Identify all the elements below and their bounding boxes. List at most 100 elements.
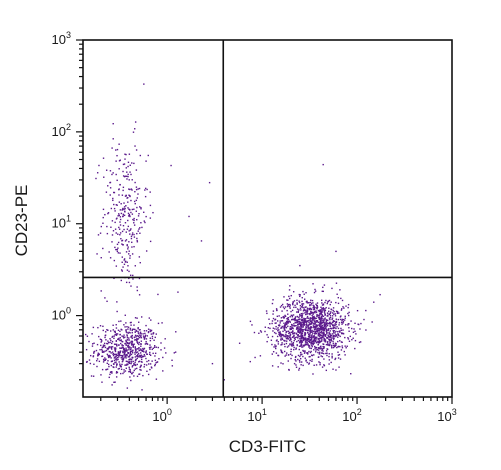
data-point <box>310 321 313 323</box>
data-point <box>142 374 144 377</box>
data-point <box>300 340 303 342</box>
data-point <box>303 328 305 331</box>
data-point <box>136 375 139 378</box>
data-point <box>334 358 336 361</box>
data-point <box>289 336 291 339</box>
data-point <box>137 348 139 350</box>
data-point <box>133 219 135 222</box>
data-point <box>134 202 136 205</box>
data-point <box>330 344 333 347</box>
data-point <box>332 309 334 312</box>
data-point <box>117 338 119 340</box>
data-point <box>115 355 118 357</box>
data-point <box>130 228 132 230</box>
data-point <box>125 364 127 366</box>
data-point <box>309 347 311 349</box>
data-point <box>117 215 119 217</box>
data-point <box>113 353 116 356</box>
data-point <box>290 344 293 346</box>
data-point <box>301 332 303 335</box>
data-point <box>359 341 362 343</box>
data-point <box>326 331 328 334</box>
data-point <box>299 307 302 309</box>
data-point <box>321 314 323 317</box>
data-point <box>285 340 288 342</box>
data-point <box>124 364 126 366</box>
data-point <box>163 347 166 349</box>
data-point <box>129 255 131 257</box>
data-point <box>300 329 303 331</box>
data-point <box>281 338 284 341</box>
data-point <box>280 339 282 341</box>
data-point <box>269 323 271 325</box>
data-point <box>331 321 334 323</box>
data-point <box>165 352 167 354</box>
data-point <box>285 333 287 336</box>
data-point <box>311 330 313 333</box>
data-point <box>323 308 325 310</box>
data-point <box>317 309 320 312</box>
data-point <box>334 345 336 347</box>
data-point <box>310 347 312 350</box>
data-point <box>322 345 324 348</box>
data-point <box>294 316 297 318</box>
data-point <box>155 378 158 380</box>
data-point <box>145 342 147 345</box>
data-point <box>300 312 303 315</box>
data-point <box>114 348 117 350</box>
data-point <box>289 321 291 323</box>
data-point <box>296 311 298 313</box>
data-point <box>333 313 335 315</box>
data-point <box>134 190 136 193</box>
data-point <box>144 355 146 357</box>
data-point <box>309 327 312 330</box>
data-point <box>128 349 130 351</box>
data-point <box>301 337 303 339</box>
data-point <box>305 321 307 323</box>
data-point <box>117 329 120 332</box>
data-point <box>129 188 131 191</box>
data-point <box>353 328 355 330</box>
data-point <box>138 360 141 363</box>
data-point <box>128 214 131 217</box>
data-point <box>124 342 126 345</box>
data-point <box>318 361 320 363</box>
data-point <box>128 342 131 345</box>
data-point <box>139 154 142 157</box>
data-point <box>330 361 332 364</box>
data-point <box>274 328 276 330</box>
data-point <box>328 363 330 365</box>
data-point <box>311 317 314 319</box>
data-point <box>134 346 137 348</box>
data-point <box>267 327 270 329</box>
data-point <box>319 362 321 364</box>
data-point <box>114 348 116 351</box>
data-point <box>330 311 332 313</box>
data-point <box>291 315 294 318</box>
data-point <box>323 328 325 331</box>
data-point <box>113 343 116 345</box>
data-point <box>344 336 346 339</box>
data-point <box>137 331 139 333</box>
data-point <box>293 325 296 327</box>
data-point <box>348 323 350 325</box>
data-point <box>350 320 352 322</box>
data-point <box>107 212 110 214</box>
data-point <box>92 375 95 377</box>
data-point <box>173 352 175 354</box>
data-point <box>131 337 133 340</box>
data-point <box>316 320 319 322</box>
data-point <box>93 350 96 353</box>
data-point <box>122 345 124 347</box>
x-tick-labels: 100 101 102 103 <box>152 407 456 424</box>
data-point <box>280 338 282 340</box>
data-point <box>266 340 268 343</box>
data-point <box>285 330 288 333</box>
data-point <box>162 356 164 359</box>
data-point <box>294 338 296 341</box>
data-point <box>308 308 310 310</box>
data-point <box>307 329 309 332</box>
data-point <box>102 208 105 211</box>
data-point <box>123 202 125 204</box>
